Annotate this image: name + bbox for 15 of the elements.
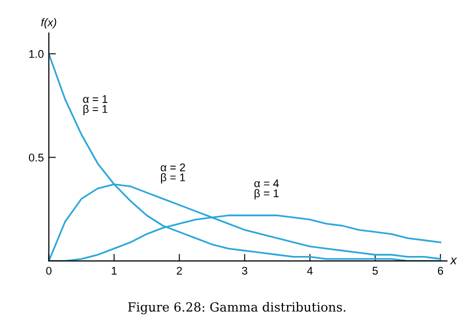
y-tick-label: 1.0 <box>29 50 44 58</box>
annotation: α = 2 β = 1 <box>160 163 186 184</box>
y-tick-label: 0.5 <box>28 154 44 162</box>
annotation: α = 1 β = 1 <box>83 95 108 116</box>
x-tick-label: 3 <box>242 266 248 275</box>
x-tick-label: 6 <box>438 266 444 275</box>
y-axis-title: f(x) <box>41 18 56 28</box>
x-axis-title: x <box>450 258 458 264</box>
x-tick-label: 4 <box>307 266 313 275</box>
x-tick-label: 2 <box>176 266 182 275</box>
caption: Figure 6.28: Gamma distributions. <box>128 302 346 314</box>
x-tick-label: 0 <box>46 266 52 275</box>
x-tick-label: 5 <box>372 266 378 275</box>
annotation: α = 4 β = 1 <box>254 180 279 200</box>
x-tick-label: 1 <box>112 266 117 275</box>
